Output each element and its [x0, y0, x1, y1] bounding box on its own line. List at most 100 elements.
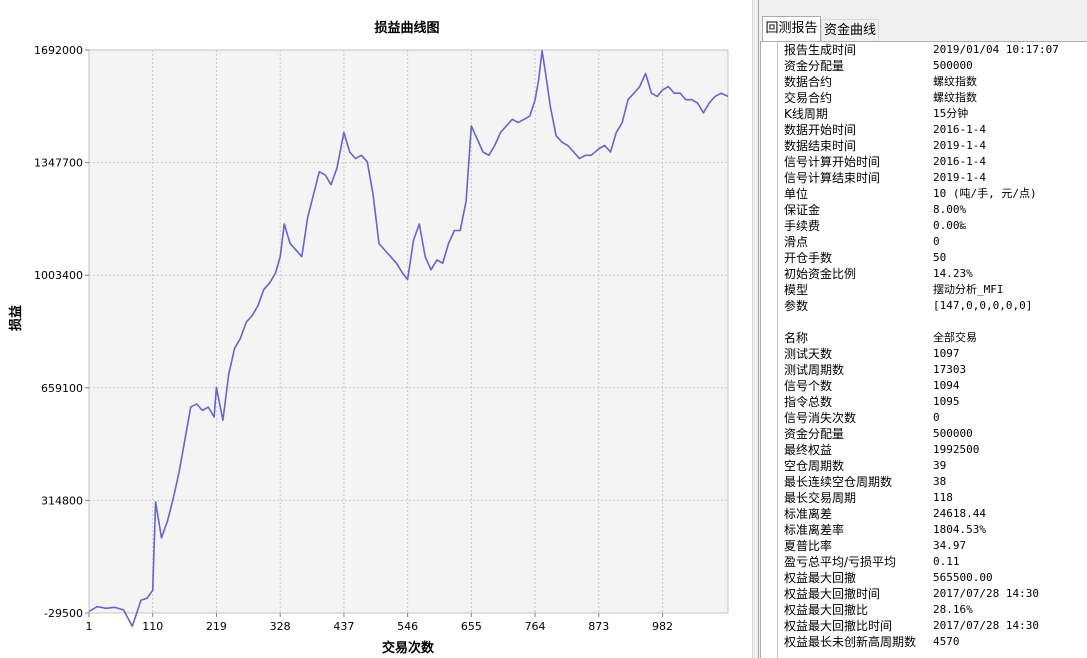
report-row[interactable]: 报告生成时间 2019/01/04 10:17:07 — [778, 42, 1087, 58]
report-value: 全部交易 — [933, 331, 977, 344]
x-tick-label: 110 — [142, 620, 163, 633]
report-row[interactable]: 滑点 0 — [778, 234, 1087, 250]
report-row[interactable]: 权益最大回撤 565500.00 — [778, 570, 1087, 586]
report-key: 最长交易周期 — [784, 491, 857, 505]
report-value: 2016-1-4 — [933, 123, 986, 136]
report-value: 28.16% — [933, 603, 973, 616]
report-row[interactable]: 数据结束时间 2019-1-4 — [778, 138, 1087, 154]
report-key: 手续费 — [784, 219, 821, 233]
report-key: 数据合约 — [784, 75, 833, 89]
report-row[interactable]: 夏普比率 34.97 — [778, 538, 1087, 554]
report-value: 1097 — [933, 347, 960, 360]
report-value: 10 (吨/手, 元/点) — [933, 187, 1037, 200]
report-key: 夏普比率 — [784, 539, 833, 553]
report-row[interactable]: 参数 [147,0,0,0,0,0] — [778, 298, 1087, 314]
report-key: 开仓手数 — [784, 251, 833, 265]
x-tick-label: 655 — [461, 620, 482, 633]
report-row[interactable] — [778, 314, 1087, 330]
report-value: 2019-1-4 — [933, 139, 986, 152]
report-list: 报告生成时间 2019/01/04 10:17:07 资金分配量 500000 数据合约… — [777, 42, 1087, 658]
report-value: 34.97 — [933, 539, 967, 552]
report-row[interactable]: K线周期 15分钟 — [778, 106, 1087, 122]
report-key: 测试天数 — [784, 347, 833, 361]
report-key: 交易合约 — [784, 91, 833, 105]
equity-chart-panel: 损益曲线图 -29500 314800 659100 1003400 1347700 16… — [8, 20, 729, 656]
report-key: 数据开始时间 — [784, 123, 857, 137]
report-value: 50 — [933, 251, 947, 264]
report-row[interactable]: 最长连续空仓周期数 38 — [778, 474, 1087, 490]
report-row[interactable]: 信号计算开始时间 2016-1-4 — [778, 154, 1087, 170]
report-row[interactable]: 交易合约 螺纹指数 — [778, 90, 1087, 106]
report-row[interactable]: 权益最大回撤比 28.16% — [778, 602, 1087, 618]
report-key: 资金分配量 — [784, 427, 845, 441]
report-key: 信号计算结束时间 — [784, 171, 881, 185]
report-key: 盈亏总平均/亏损平均 — [784, 555, 897, 569]
report-value: [147,0,0,0,0,0] — [933, 299, 1033, 312]
x-tick-label: 1 — [86, 620, 93, 633]
x-tick-label: 328 — [270, 620, 291, 633]
report-value: 1992500 — [933, 443, 980, 456]
report-row[interactable]: 测试天数 1097 — [778, 346, 1087, 362]
report-key: 指令总数 — [784, 395, 833, 409]
report-value: 2016-1-4 — [933, 155, 986, 168]
report-key: 报告生成时间 — [784, 43, 857, 57]
report-key: K线周期 — [784, 107, 828, 121]
x-tick-label: 437 — [333, 620, 354, 633]
report-row[interactable]: 最终权益 1992500 — [778, 442, 1087, 458]
report-value: 2017/07/28 14:30 — [933, 587, 1039, 600]
report-key: 标准离差率 — [784, 523, 845, 537]
equity-line — [88, 49, 729, 628]
report-row[interactable]: 手续费 0.00‰ — [778, 218, 1087, 234]
report-key: 最长连续空仓周期数 — [784, 475, 893, 489]
report-row[interactable]: 标准离差 24618.44 — [778, 506, 1087, 522]
report-row[interactable]: 权益最长未创新高周期数 4570 — [778, 634, 1087, 650]
report-row[interactable]: 资金分配量 500000 — [778, 58, 1087, 74]
report-row[interactable]: 模型 摆动分析_MFI — [778, 282, 1087, 298]
panel-splitter[interactable] — [752, 0, 759, 658]
report-value: 0.11 — [933, 555, 960, 568]
report-row[interactable]: 保证金 8.00% — [778, 202, 1087, 218]
report-value: 螺纹指数 — [933, 91, 977, 104]
report-row[interactable]: 指令总数 1095 — [778, 394, 1087, 410]
report-row[interactable]: 信号计算结束时间 2019-1-4 — [778, 170, 1087, 186]
tab-equity-curve[interactable]: 资金曲线 — [821, 19, 879, 41]
report-row[interactable]: 信号个数 1094 — [778, 378, 1087, 394]
report-value: 螺纹指数 — [933, 75, 977, 88]
report-row[interactable]: 最长交易周期 118 — [778, 490, 1087, 506]
report-row[interactable]: 空仓周期数 39 — [778, 458, 1087, 474]
report-key: 最终权益 — [784, 443, 833, 457]
report-row[interactable]: 数据合约 螺纹指数 — [778, 74, 1087, 90]
report-key: 信号消失次数 — [784, 411, 857, 425]
x-axis-label: 交易次数 — [382, 640, 435, 656]
report-row[interactable]: 盈亏总平均/亏损平均 0.11 — [778, 554, 1087, 570]
report-value: 24618.44 — [933, 507, 986, 520]
report-key: 权益最大回撤比 — [784, 603, 869, 617]
report-list-box: 报告生成时间 2019/01/04 10:17:07 资金分配量 500000 数据合约… — [760, 41, 1087, 658]
report-row[interactable]: 标准离差率 1804.53% — [778, 522, 1087, 538]
report-row[interactable]: 测试周期数 17303 — [778, 362, 1087, 378]
report-row[interactable]: 信号消失次数 0 — [778, 410, 1087, 426]
report-row[interactable]: 权益最大回撤比时间 2017/07/28 14:30 — [778, 618, 1087, 634]
report-row[interactable]: 开仓手数 50 — [778, 250, 1087, 266]
x-tick-label: 546 — [397, 620, 418, 633]
report-key: 数据结束时间 — [784, 139, 857, 153]
report-value: 摆动分析_MFI — [933, 283, 1004, 296]
report-key: 保证金 — [784, 203, 821, 217]
report-value: 8.00% — [933, 203, 967, 216]
y-tick-label: -29500 — [44, 607, 83, 620]
report-row[interactable]: 初始资金比例 14.23% — [778, 266, 1087, 282]
y-tick-label: 659100 — [41, 382, 83, 395]
report-row[interactable]: 数据开始时间 2016-1-4 — [778, 122, 1087, 138]
report-key: 参数 — [784, 299, 809, 313]
report-row[interactable]: 资金分配量 500000 — [778, 426, 1087, 442]
report-value: 2019-1-4 — [933, 171, 986, 184]
y-axis-label: 损益 — [8, 305, 24, 331]
report-value: 1804.53% — [933, 523, 986, 536]
report-value: 565500.00 — [933, 571, 993, 584]
report-row[interactable]: 单位 10 (吨/手, 元/点) — [778, 186, 1087, 202]
report-row[interactable]: 名称 全部交易 — [778, 330, 1087, 346]
report-value: 15分钟 — [933, 107, 969, 120]
report-row[interactable]: 权益最大回撤时间 2017/07/28 14:30 — [778, 586, 1087, 602]
report-value: 500000 — [933, 59, 973, 72]
tab-backtest-report[interactable]: 回测报告 — [762, 16, 821, 42]
